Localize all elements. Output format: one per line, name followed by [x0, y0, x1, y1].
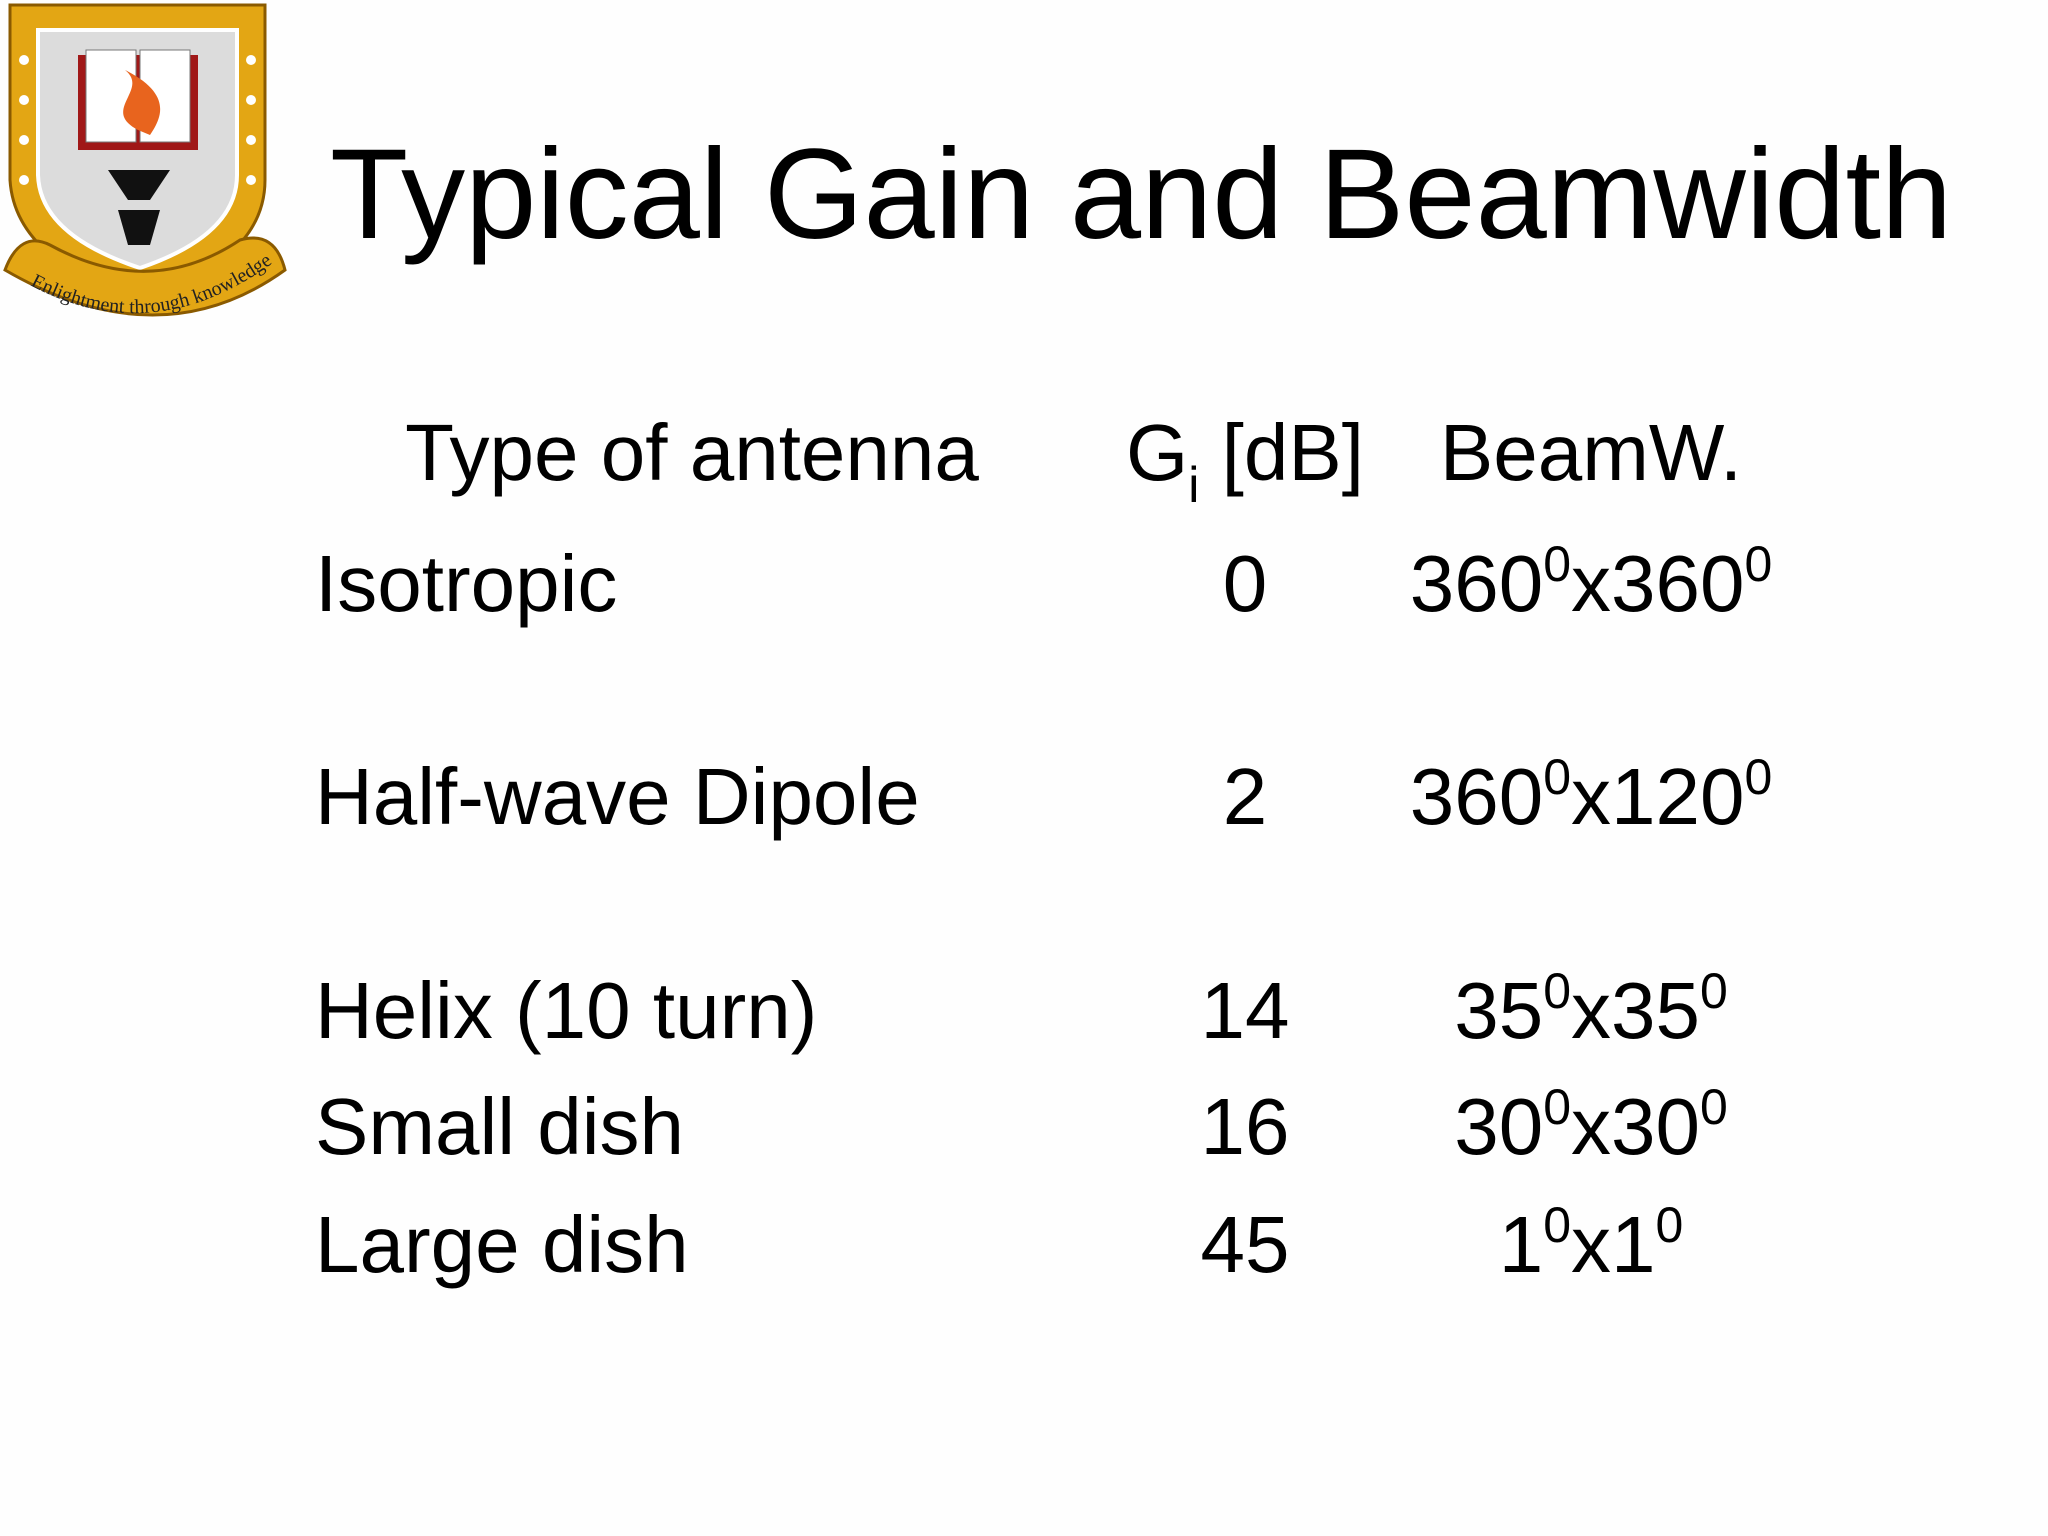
slide-title: Typical Gain and Beamwidth [330, 123, 1953, 266]
crest-logo: Enlightment through knowledge [3, 3, 287, 318]
beamwidth-text: 360 [1409, 539, 1544, 628]
beamwidth-text: x120 [1571, 752, 1745, 841]
beamwidth-text: 1 [1498, 1200, 1544, 1289]
superscript: 0 [1543, 536, 1571, 592]
beamwidth-text: x35 [1571, 966, 1700, 1055]
gain-value: 0 [1222, 539, 1268, 628]
antenna-type: Small dish [315, 1082, 685, 1171]
antenna-type: Half-wave Dipole [315, 752, 920, 841]
gain-value: 2 [1222, 752, 1268, 841]
header-gain: Gi [dB] [1126, 405, 1364, 510]
antenna-type: Isotropic [315, 539, 618, 628]
header-type: Type of antenna [405, 408, 979, 497]
superscript: 0 [1543, 749, 1571, 805]
beamwidth-value: 300x300 [1454, 1079, 1728, 1175]
antenna-type: Helix (10 turn) [315, 966, 818, 1055]
beamwidth-value: 350x350 [1454, 963, 1728, 1059]
beamwidth-text: x360 [1571, 539, 1745, 628]
header-beamwidth: BeamW. [1439, 408, 1743, 497]
beamwidth-value: 3600x1200 [1410, 749, 1773, 845]
gain-value: 16 [1200, 1082, 1290, 1171]
gain-subscript: i [1188, 457, 1200, 513]
gain-symbol: G [1126, 408, 1189, 497]
superscript: 0 [1655, 1197, 1684, 1253]
gain-unit: [dB] [1221, 408, 1364, 497]
beamwidth-text: 30 [1454, 1082, 1544, 1171]
beamwidth-text: 360 [1409, 752, 1544, 841]
beamwidth-value: 3600x3600 [1410, 536, 1773, 632]
superscript: 0 [1744, 536, 1773, 592]
beamwidth-text: x1 [1571, 1200, 1656, 1289]
beamwidth-text: x30 [1571, 1082, 1700, 1171]
gain-value: 14 [1200, 966, 1290, 1055]
superscript: 0 [1744, 749, 1773, 805]
superscript: 0 [1543, 1079, 1571, 1135]
superscript: 0 [1543, 1197, 1571, 1253]
beamwidth-value: 10x10 [1499, 1197, 1684, 1293]
antenna-type: Large dish [315, 1200, 689, 1289]
superscript: 0 [1699, 1079, 1728, 1135]
superscript: 0 [1699, 963, 1728, 1019]
beamwidth-text: 35 [1454, 966, 1544, 1055]
gain-value: 45 [1200, 1200, 1290, 1289]
superscript: 0 [1543, 963, 1571, 1019]
